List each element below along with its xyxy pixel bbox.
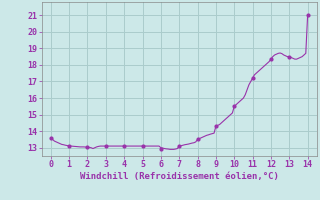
X-axis label: Windchill (Refroidissement éolien,°C): Windchill (Refroidissement éolien,°C) [80, 172, 279, 181]
